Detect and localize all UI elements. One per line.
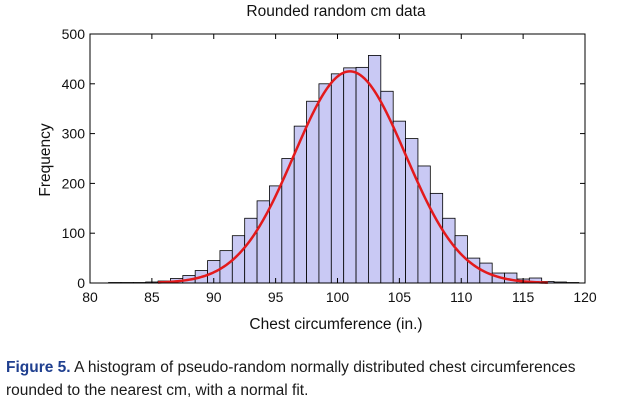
- y-tick-label: 100: [62, 225, 86, 241]
- x-tick-label: 85: [144, 289, 160, 305]
- x-tick-label: 105: [388, 289, 412, 305]
- x-tick-label: 95: [268, 289, 284, 305]
- chart-title: Rounded random cm data: [246, 3, 426, 20]
- x-axis-label: Chest circumference (in.): [249, 316, 422, 333]
- normal-fit-line: [158, 70, 548, 284]
- x-axis: 80 85 90 95 100 105 110 115 120: [82, 34, 597, 305]
- histogram-bar: [330, 73, 345, 284]
- x-tick-label: 110: [450, 289, 473, 305]
- histogram-bar: [442, 217, 456, 284]
- histogram-bar: [355, 66, 369, 284]
- fit-layer: [158, 70, 548, 284]
- y-axis: 0 100 200 300 400 500: [62, 26, 585, 291]
- x-tick-label: 120: [573, 289, 597, 305]
- y-tick-label: 400: [62, 76, 86, 92]
- histogram-bar: [417, 165, 431, 284]
- histogram-chart: Rounded random cm data 80 85 90 95 100 105 110…: [37, 3, 597, 333]
- x-tick-label: 80: [82, 289, 98, 305]
- y-tick-label: 200: [62, 175, 86, 191]
- histogram-bar: [343, 67, 357, 284]
- y-tick-label: 500: [62, 26, 86, 42]
- x-tick-label: 90: [206, 289, 222, 305]
- histogram-bar: [269, 185, 283, 284]
- x-tick-label: 100: [326, 289, 350, 305]
- y-tick-label: 300: [62, 126, 86, 142]
- y-axis-label: Frequency: [37, 123, 54, 196]
- figure-caption-label: Figure 5.: [6, 359, 71, 376]
- histogram-bar: [429, 192, 444, 284]
- y-tick-label: 0: [77, 275, 85, 291]
- figure-caption-text: A histogram of pseudo-random normally di…: [6, 359, 576, 399]
- histogram-bar: [318, 83, 332, 284]
- x-tick-label: 115: [512, 289, 535, 305]
- histogram-bar: [244, 217, 258, 284]
- histogram-bar: [392, 120, 406, 284]
- bars-layer: [108, 55, 580, 284]
- figure-caption: Figure 5. A histogram of pseudo-random n…: [6, 356, 632, 402]
- histogram-bar: [306, 100, 320, 284]
